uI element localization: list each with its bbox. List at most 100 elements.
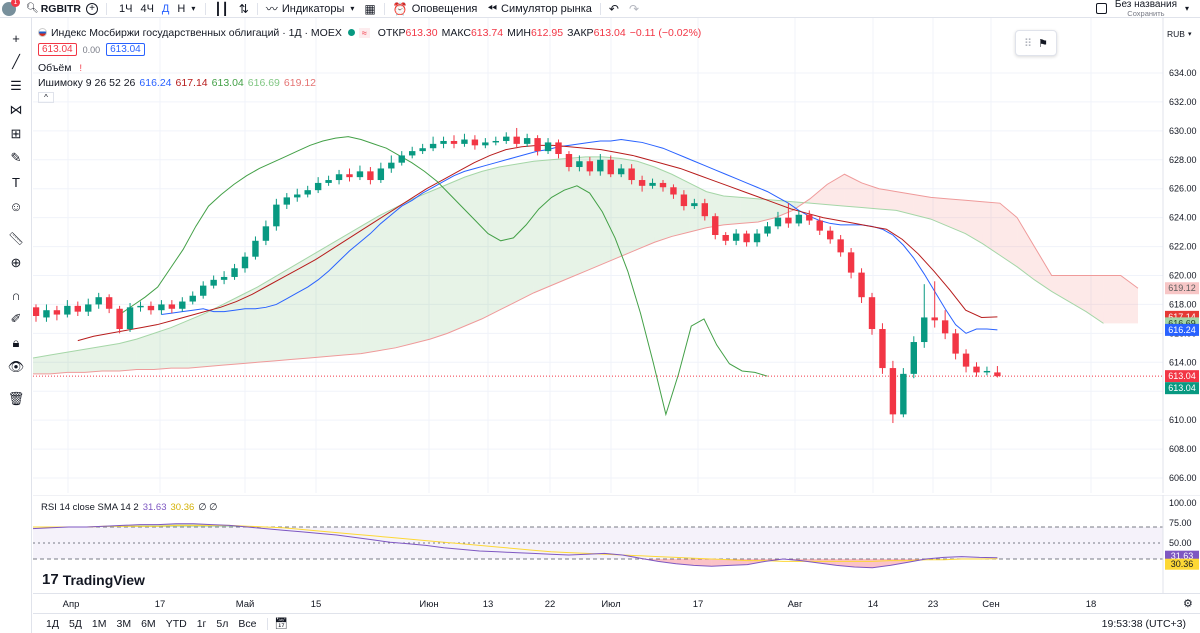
rsi-legend[interactable]: RSI 14 close SMA 14 2 31.63 30.36 ∅ ∅ [41, 502, 217, 513]
candle-body[interactable] [147, 305, 155, 311]
candle-body[interactable] [210, 279, 217, 286]
candle-body[interactable] [618, 168, 625, 175]
eye-icon[interactable]: 👁︎ [7, 359, 25, 374]
candle-body[interactable] [346, 174, 353, 178]
candle-body[interactable] [283, 197, 290, 205]
chart-type-button[interactable]: ┃┃ [209, 0, 233, 18]
candle-body[interactable] [544, 142, 552, 152]
range-1m[interactable]: 1М [91, 617, 107, 630]
price-label-bg[interactable] [1165, 323, 1199, 336]
candle-body[interactable] [941, 320, 949, 334]
range-1d[interactable]: 1Д [46, 617, 59, 630]
candle-body[interactable] [555, 142, 562, 154]
candle-body[interactable] [722, 235, 729, 241]
candle-body[interactable] [325, 180, 332, 183]
candle-body[interactable] [33, 307, 40, 316]
candle-body[interactable] [388, 162, 395, 169]
candle-body[interactable] [847, 252, 855, 273]
interval-1h[interactable]: 1Ч [119, 2, 133, 15]
layout-menu[interactable]: Без названия Сохранить ▾ [1091, 0, 1194, 18]
candle-body[interactable] [126, 307, 134, 330]
avatar[interactable]: 1 [0, 0, 21, 18]
candle-body[interactable] [116, 308, 123, 330]
candle-body[interactable] [962, 353, 970, 367]
candle-body[interactable] [534, 138, 541, 152]
candle-body[interactable] [137, 305, 144, 308]
candle-body[interactable] [419, 148, 426, 152]
candle-body[interactable] [429, 143, 437, 149]
candle-body[interactable] [503, 136, 510, 141]
candle-body[interactable] [983, 370, 991, 373]
candle-body[interactable] [743, 233, 750, 243]
candle-body[interactable] [294, 194, 301, 198]
candle-body[interactable] [450, 140, 458, 144]
interval-4h[interactable]: 4Ч [140, 2, 154, 15]
interval-1w[interactable]: Н [177, 2, 186, 15]
candle-body[interactable] [973, 366, 980, 373]
candle-body[interactable] [482, 142, 489, 146]
range-5y[interactable]: 5л [216, 617, 229, 630]
currency-selector[interactable]: RUB ▾ [1167, 28, 1195, 40]
candle-body[interactable] [565, 154, 573, 168]
candle-body[interactable] [262, 226, 270, 241]
templates-button[interactable]: ▦ [359, 0, 380, 18]
candle-body[interactable] [753, 233, 761, 243]
candle-body[interactable] [53, 310, 61, 315]
candle-body[interactable] [367, 171, 374, 181]
alerts-button[interactable]: ⏰ Оповещения [388, 0, 483, 18]
candle-body[interactable] [356, 171, 364, 178]
candle-body[interactable] [168, 304, 176, 309]
pattern-icon[interactable]: ⋈ [9, 102, 23, 117]
zoom-in-icon[interactable]: ⊕ [10, 255, 22, 270]
candle-body[interactable] [816, 220, 823, 231]
candle-body[interactable] [931, 317, 938, 321]
candle-body[interactable] [220, 276, 228, 280]
chevron-down-icon[interactable]: ▾ [191, 4, 196, 13]
sell-button[interactable]: 613.04 [38, 43, 77, 56]
candle-body[interactable] [910, 342, 917, 374]
forecast-icon[interactable]: ⊞ [10, 126, 22, 141]
candle-body[interactable] [189, 295, 196, 302]
range-3m[interactable]: 3М [116, 617, 132, 630]
candle-body[interactable] [85, 304, 92, 312]
candle-body[interactable] [576, 161, 583, 168]
emoji-icon[interactable]: ☺ [9, 198, 23, 214]
range-6m[interactable]: 6М [141, 617, 156, 630]
interval-1d[interactable]: Д [161, 2, 170, 15]
rsi-label-bg[interactable] [1165, 558, 1199, 570]
candle-body[interactable] [732, 233, 740, 241]
candle-body[interactable] [158, 304, 165, 311]
candle-body[interactable] [586, 161, 594, 172]
candle-body[interactable] [628, 168, 635, 181]
candle-body[interactable] [231, 268, 238, 277]
candle-body[interactable] [827, 230, 834, 240]
volume-legend[interactable]: Объём ! [38, 60, 701, 75]
candle-body[interactable] [638, 180, 646, 186]
candle-body[interactable] [701, 203, 708, 217]
undo-button[interactable]: ↶ [604, 0, 624, 18]
candle-body[interactable] [774, 217, 782, 227]
candle-body[interactable] [105, 297, 113, 309]
candle-body[interactable] [43, 310, 50, 318]
indicators-button[interactable]: 〰 Индикаторы ▾ [261, 0, 360, 18]
range-5d[interactable]: 5Д [68, 617, 82, 630]
object-tree-widget[interactable]: ⠿ ⚑ [1015, 30, 1057, 56]
rsi-label-bg[interactable] [1165, 550, 1199, 562]
candle-body[interactable] [513, 136, 520, 144]
candle-body[interactable] [523, 138, 531, 144]
candle-body[interactable] [461, 139, 468, 144]
candle-body[interactable] [795, 214, 803, 224]
range-all[interactable]: Все [238, 617, 257, 630]
text-icon[interactable]: T [12, 174, 20, 190]
candle-body[interactable] [764, 226, 771, 234]
brush-icon[interactable]: ✎ [10, 150, 22, 165]
time-axis[interactable]: Апр 17 Май 15 Июн 13 22 Июл 17 Авг 14 23 Сен 18 ⚙ [33, 593, 1200, 613]
compare-button[interactable]: + [81, 0, 103, 18]
candle-body[interactable] [492, 140, 499, 143]
magnet-icon[interactable]: ∩ [11, 287, 21, 303]
ichimoku-legend[interactable]: Ишимоку 9 26 52 26 616.24 617.14 613.04 … [38, 75, 701, 90]
collapse-legend-button[interactable]: ^ [38, 90, 701, 105]
candle-body[interactable] [440, 140, 447, 144]
